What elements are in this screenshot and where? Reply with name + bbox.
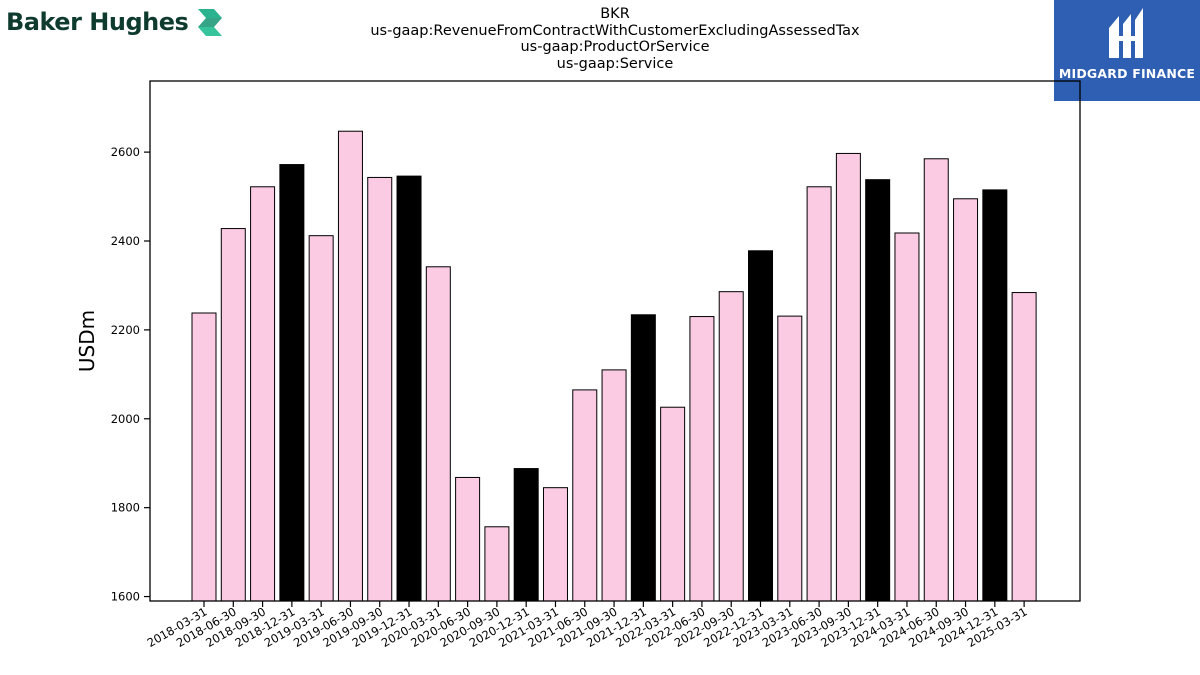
bar-2019-06-30 <box>337 130 363 602</box>
bar-2023-12-31 <box>865 179 891 602</box>
y-tick-label: 2000 <box>111 412 140 426</box>
plot-frame <box>149 80 1081 602</box>
y-tick-label: 2400 <box>111 234 140 248</box>
bar-2024-06-30 <box>923 158 949 602</box>
bar-2024-03-31 <box>894 232 920 602</box>
bar-2021-06-30 <box>572 389 598 602</box>
bar-2021-09-30 <box>601 369 627 602</box>
bar-2021-03-31 <box>542 487 568 602</box>
bar-2020-12-31 <box>513 468 539 602</box>
bar-2021-12-31 <box>630 314 656 602</box>
baker-hughes-logo: Baker Hughes <box>6 4 226 40</box>
bar-2020-09-30 <box>484 526 510 602</box>
bar-2022-09-30 <box>718 291 744 602</box>
bar-2024-09-30 <box>953 198 979 602</box>
y-tick-label: 1800 <box>111 501 140 515</box>
bar-2024-12-31 <box>982 189 1008 602</box>
midgard-finance-emblem-icon <box>1109 8 1143 58</box>
bar-2018-06-30 <box>220 228 246 602</box>
bar-2022-12-31 <box>748 250 774 602</box>
bar-2018-09-30 <box>250 186 276 602</box>
bar-2018-03-31 <box>191 312 217 602</box>
chart-title-line: us-gaap:RevenueFromContractWithCustomerE… <box>370 22 860 39</box>
chart-title: BKR us-gaap:RevenueFromContractWithCusto… <box>215 6 1015 72</box>
y-axis-label: USDm <box>75 310 99 372</box>
chart-title-line: us-gaap:Service <box>556 55 674 72</box>
chart-title-line: us-gaap:ProductOrService <box>520 39 710 55</box>
baker-hughes-wordmark: Baker Hughes <box>6 8 189 36</box>
bar-2022-06-30 <box>689 316 715 602</box>
bar-2019-03-31 <box>308 235 334 602</box>
y-tick-label: 2600 <box>111 145 140 159</box>
baker-hughes-chevron-icon <box>198 9 223 36</box>
bar-2020-06-30 <box>455 476 481 602</box>
chart-title-line: BKR <box>600 6 630 22</box>
bar-2022-03-31 <box>660 406 686 602</box>
bar-2018-12-31 <box>279 164 305 602</box>
bar-2019-12-31 <box>396 175 422 602</box>
midgard-finance-logo: MIDGARD FINANCE <box>1054 0 1200 101</box>
bar-2023-06-30 <box>806 186 832 602</box>
bar-2023-03-31 <box>777 315 803 602</box>
bar-2020-03-31 <box>425 266 451 602</box>
bar-2019-09-30 <box>367 176 393 602</box>
y-tick-label: 2200 <box>111 323 140 337</box>
bar-2023-09-30 <box>835 152 861 602</box>
bar-2025-03-31 <box>1011 292 1037 602</box>
midgard-finance-wordmark: MIDGARD FINANCE <box>1058 66 1196 81</box>
y-tick-label: 1600 <box>111 590 140 604</box>
